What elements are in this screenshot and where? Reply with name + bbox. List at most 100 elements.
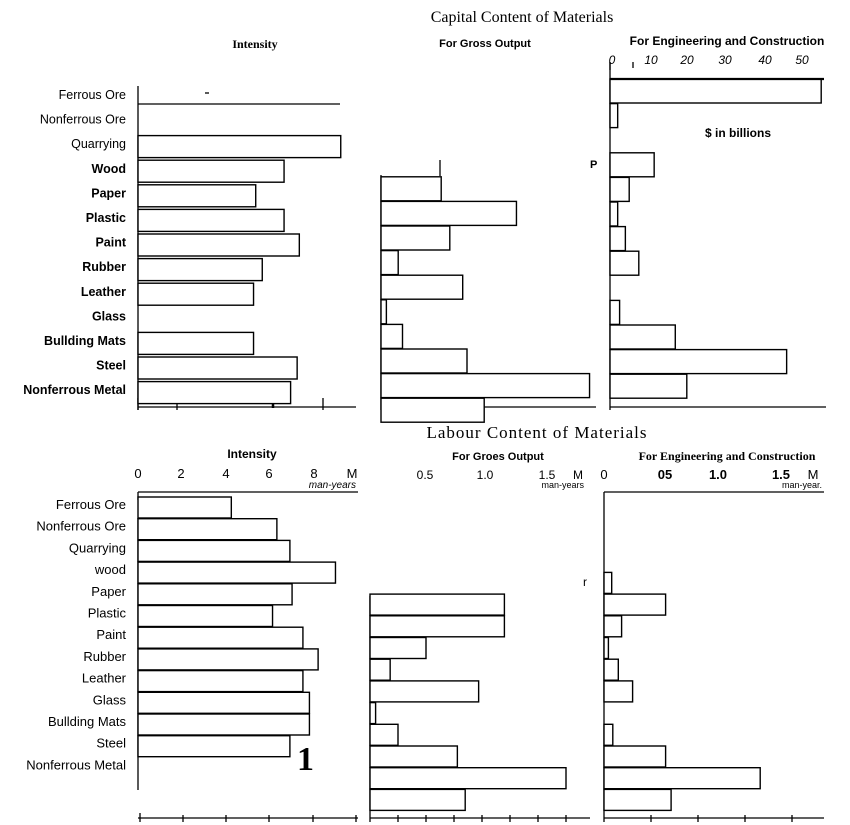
row-label: Paper <box>91 584 126 599</box>
bar <box>609 201 619 227</box>
bar <box>609 250 640 276</box>
bar <box>380 348 468 374</box>
bar <box>609 78 822 104</box>
bar <box>369 615 506 638</box>
bar <box>137 518 278 541</box>
capital-title: Capital Content of Materials <box>431 9 614 26</box>
capital-intensity-bars <box>137 134 342 405</box>
labour-title: Labour Content of Materials <box>426 423 647 442</box>
row-label: Plastic <box>88 606 127 621</box>
bar <box>137 496 233 519</box>
bar <box>137 539 291 563</box>
tick-label: 0 <box>609 53 616 67</box>
labour-gross-bars <box>369 593 567 812</box>
tick-label: 6 <box>265 466 272 481</box>
bar <box>380 323 404 350</box>
bar <box>137 208 285 233</box>
row-label: Nonferrous Metal <box>23 383 126 397</box>
tick-label: 1.0 <box>709 467 727 482</box>
bar <box>137 583 293 606</box>
bar <box>137 282 255 306</box>
units-note: $ in billions <box>705 126 771 140</box>
bar <box>603 745 667 768</box>
tick-label: 1.0 <box>477 468 494 482</box>
row-label: Nonferrous Ore <box>36 519 126 534</box>
bar <box>137 691 311 714</box>
bar <box>137 257 263 282</box>
tick-label: 40 <box>758 53 772 67</box>
row-label: Rubber <box>82 260 126 274</box>
bar <box>380 299 388 325</box>
labour-intensity-tick-labels: 0 2 4 6 8 M <box>134 466 357 481</box>
bar <box>609 324 676 350</box>
bar <box>603 680 634 703</box>
labour-eng-header: For Engineering and Construction <box>639 449 816 463</box>
capital-intensity-header: Intensity <box>232 37 277 51</box>
bar <box>369 658 391 681</box>
bar <box>137 159 285 183</box>
tick-label: 8 <box>310 466 317 481</box>
bar <box>609 348 788 375</box>
row-label: Plastic <box>86 211 126 225</box>
row-label: Paint <box>96 627 126 642</box>
bar <box>380 249 399 276</box>
stray-glyph: 1 <box>297 741 314 778</box>
bar <box>603 636 610 660</box>
tick-label: 10 <box>644 53 658 67</box>
bar <box>380 176 442 202</box>
bar <box>137 735 291 758</box>
stray-p-mark: P <box>590 159 597 171</box>
row-label: Steel <box>96 736 126 751</box>
row-label: Bullding Mats <box>48 714 127 729</box>
tick-label: 0 <box>600 467 607 482</box>
bar <box>137 331 255 356</box>
bar <box>609 152 655 178</box>
capital-eng-tick-labels: 0 10 20 30 40 50 <box>609 53 809 67</box>
bar <box>369 723 399 746</box>
bar <box>603 767 761 790</box>
labour-gross-unit: man-years <box>541 480 584 490</box>
bar <box>380 274 464 300</box>
capital-row-labels: Ferrous Ore Nonferrous Ore Quarrying Wood Pa… <box>23 88 127 397</box>
bar <box>369 680 480 703</box>
bar <box>603 593 667 616</box>
row-label: Wood <box>92 162 126 176</box>
row-label: Paper <box>91 186 126 200</box>
bar <box>137 604 274 628</box>
labour-row-labels: Ferrous Ore Nonferrous Ore Quarrying wood Pa… <box>26 497 126 772</box>
row-label: Ferrous Ore <box>56 497 126 512</box>
labour-intensity-bars <box>137 496 337 758</box>
tick-label: 0 <box>134 466 141 481</box>
capital-gross-header: For Gross Output <box>439 38 531 50</box>
labour-intensity-header: Intensity <box>227 447 277 461</box>
labour-eng-unit: man-year. <box>782 480 822 490</box>
bar <box>603 615 623 638</box>
tick-label: 2 <box>177 466 184 481</box>
bar <box>603 788 672 812</box>
bar <box>137 134 342 159</box>
row-label: Quarrying <box>69 540 126 555</box>
capital-eng-bars <box>609 77 824 399</box>
bar <box>380 397 485 423</box>
bar <box>137 380 292 405</box>
labour-intensity-unit: man-years <box>309 480 356 491</box>
row-label: Quarrying <box>71 137 126 151</box>
bar <box>369 593 506 616</box>
row-label: Nonferrous Metal <box>26 757 126 772</box>
row-label: Ferrous Ore <box>59 88 126 102</box>
bar <box>380 372 591 399</box>
bar <box>603 723 614 746</box>
bar <box>137 561 337 584</box>
row-label: Nonferrous Ore <box>40 113 126 127</box>
row-label: wood <box>94 562 126 577</box>
tick-label: 1.5 <box>539 468 556 482</box>
row-label: Leather <box>82 671 127 686</box>
tick-label: 30 <box>718 53 732 67</box>
tick-label: 20 <box>679 53 694 67</box>
bar <box>380 225 451 251</box>
row-label: Paint <box>95 236 126 250</box>
bar <box>369 745 459 768</box>
bar <box>369 767 567 790</box>
tick-label: 05 <box>658 467 672 482</box>
